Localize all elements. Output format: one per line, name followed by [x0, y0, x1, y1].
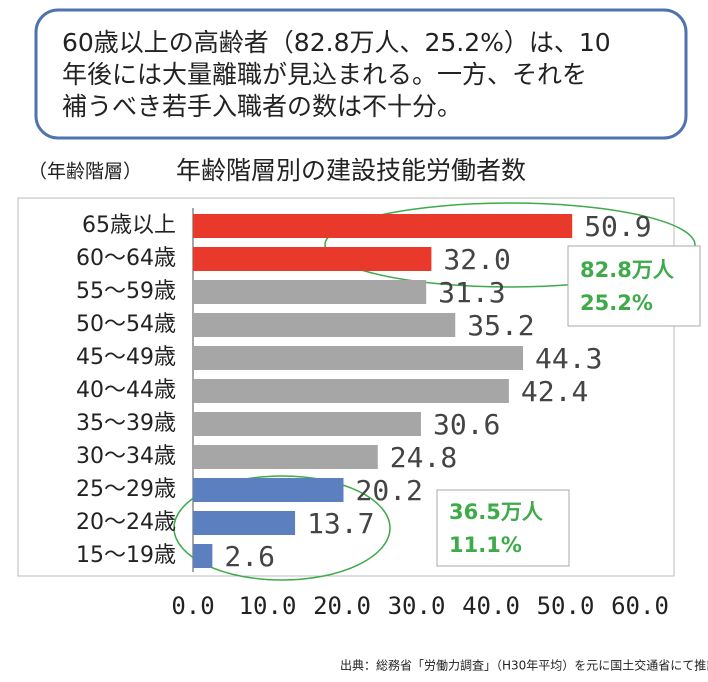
value-label: 13.7 [307, 507, 374, 540]
x-tick-label: 40.0 [462, 592, 520, 620]
bar [193, 478, 344, 502]
value-label: 30.6 [433, 408, 500, 441]
y-tick-label: 40～44歳 [76, 378, 176, 403]
callout-line: 補うべき若手入職者の数は不十分。 [62, 92, 462, 121]
highlight-ellipse [324, 202, 696, 288]
callout-line: 60歳以上の高齢者（82.8万人、25.2%）は、10 [62, 28, 611, 57]
chart-title: 年齢階層別の建設技能労働者数 [176, 156, 526, 185]
value-label: 31.3 [438, 276, 505, 309]
x-tick-label: 10.0 [239, 592, 297, 620]
y-tick-label: 30～34歳 [76, 444, 176, 469]
y-tick-label: 20～24歳 [76, 510, 176, 535]
y-tick-label: 50～54歳 [76, 312, 176, 337]
bar [193, 214, 573, 238]
chart-subtitle: （年齢階層） [28, 161, 142, 183]
annotation: 11.1% [449, 533, 522, 557]
value-label: 35.2 [467, 309, 534, 342]
y-tick-label: 15～19歳 [76, 543, 176, 568]
annotation-box [567, 245, 701, 327]
value-label: 50.9 [584, 210, 651, 243]
bar [193, 412, 421, 436]
value-label: 42.4 [521, 375, 588, 408]
bar [193, 313, 456, 337]
value-label: 32.0 [443, 243, 510, 276]
bar [193, 544, 213, 568]
x-tick-label: 20.0 [313, 592, 371, 620]
source: 出典：総務省「労働力調査」（H30年平均）を元に国土交通省にて推計 [340, 658, 708, 673]
x-tick-label: 0.0 [171, 592, 214, 620]
value-label: 2.6 [224, 540, 275, 573]
value-label: 20.2 [355, 474, 422, 507]
value-label: 24.8 [390, 441, 457, 474]
y-tick-label: 60～64歳 [76, 246, 176, 271]
annotation: 36.5万人 [449, 500, 543, 524]
annotation-box [436, 489, 570, 567]
y-tick-label: 65歳以上 [82, 213, 176, 238]
annotation: 25.2% [580, 291, 653, 315]
y-tick-label: 35～39歳 [76, 411, 176, 436]
bar [193, 445, 378, 469]
bar [193, 379, 509, 403]
value-label: 44.3 [535, 342, 602, 375]
x-tick-label: 50.0 [537, 592, 595, 620]
highlight-ellipse [173, 475, 391, 581]
callout-line: 年後には大量離職が見込まれる。一方、それを [62, 60, 587, 89]
y-tick-label: 25～29歳 [76, 477, 176, 502]
annotation: 82.8万人 [580, 258, 674, 282]
y-tick-label: 45～49歳 [76, 345, 176, 370]
bar [193, 280, 427, 304]
bar [193, 346, 524, 370]
x-tick-label: 60.0 [611, 592, 669, 620]
callout-box [34, 8, 688, 140]
plot-frame [17, 197, 675, 577]
bar [193, 247, 432, 271]
y-tick-label: 55～59歳 [76, 279, 176, 304]
bar [193, 511, 296, 535]
x-tick-label: 30.0 [388, 592, 446, 620]
